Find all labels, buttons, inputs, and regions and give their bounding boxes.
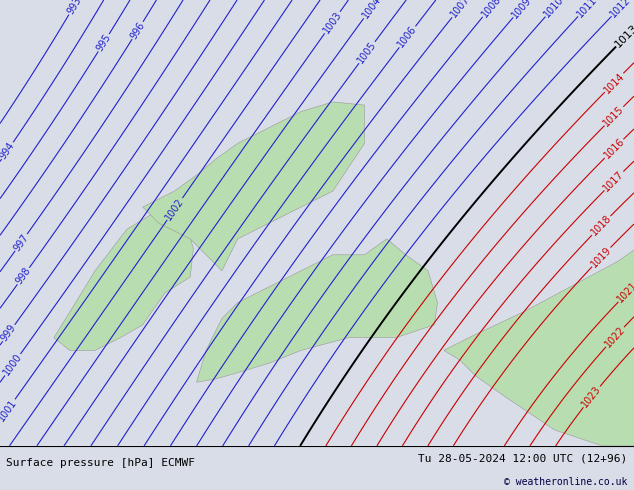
Text: 1019: 1019 xyxy=(589,245,613,270)
Text: 1023: 1023 xyxy=(580,384,603,410)
Text: 1000: 1000 xyxy=(1,352,24,378)
Text: 995: 995 xyxy=(94,32,113,53)
Text: 1006: 1006 xyxy=(396,24,419,49)
Text: 1015: 1015 xyxy=(602,104,626,128)
Text: Surface pressure [hPa] ECMWF: Surface pressure [hPa] ECMWF xyxy=(6,458,195,467)
Text: © weatheronline.co.uk: © weatheronline.co.uk xyxy=(504,477,628,487)
Text: 1017: 1017 xyxy=(602,169,626,193)
Text: 993: 993 xyxy=(65,0,83,16)
Text: 1005: 1005 xyxy=(356,40,378,65)
Polygon shape xyxy=(197,239,437,382)
Text: 998: 998 xyxy=(14,266,33,287)
Text: 1016: 1016 xyxy=(602,136,626,161)
Text: 1009: 1009 xyxy=(510,0,534,20)
Text: Tu 28-05-2024 12:00 UTC (12+96): Tu 28-05-2024 12:00 UTC (12+96) xyxy=(418,453,628,463)
Text: 1001: 1001 xyxy=(0,397,18,423)
Text: 999: 999 xyxy=(0,322,18,343)
Polygon shape xyxy=(143,102,365,270)
Text: 1002: 1002 xyxy=(164,196,186,222)
Text: 1003: 1003 xyxy=(321,10,344,35)
Polygon shape xyxy=(444,239,634,446)
Text: 1012: 1012 xyxy=(609,0,633,19)
Text: 997: 997 xyxy=(11,232,30,253)
Text: 1014: 1014 xyxy=(602,71,626,95)
Text: 1011: 1011 xyxy=(575,0,599,19)
Text: 1018: 1018 xyxy=(589,213,613,238)
Text: 1004: 1004 xyxy=(360,0,383,21)
Text: 996: 996 xyxy=(129,20,146,41)
Text: 1021: 1021 xyxy=(616,280,634,305)
Text: 994: 994 xyxy=(0,140,16,161)
Polygon shape xyxy=(54,210,193,350)
Text: 1008: 1008 xyxy=(479,0,503,19)
Text: 1010: 1010 xyxy=(542,0,566,19)
Text: 1007: 1007 xyxy=(449,0,472,20)
Text: 1022: 1022 xyxy=(603,324,627,349)
Text: 1013: 1013 xyxy=(613,23,634,49)
